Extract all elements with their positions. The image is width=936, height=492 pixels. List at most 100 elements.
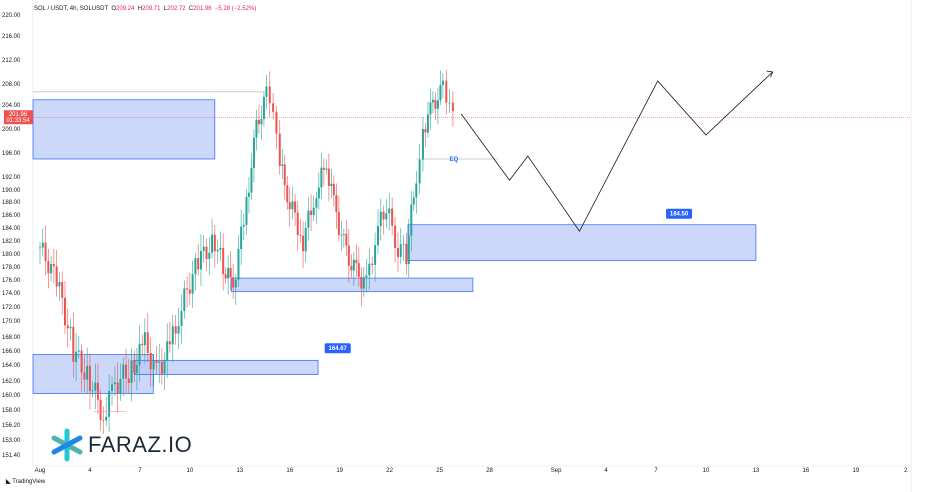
candle-body — [160, 361, 163, 374]
y-axis[interactable]: 220.00 216.00 212.00 208.00 204.00 200.00 196.… — [2, 13, 21, 459]
candle-body — [286, 185, 289, 203]
x-tick-label: 10 — [187, 468, 194, 474]
y-tick-label: 151.40 — [2, 453, 21, 459]
candle-body — [424, 129, 427, 133]
candle-body — [122, 364, 125, 379]
candle-body — [216, 249, 219, 252]
candle-body — [278, 133, 281, 166]
candle-body — [152, 360, 155, 370]
candle-body — [177, 326, 180, 334]
y-tick-label: 160.00 — [2, 393, 21, 399]
y-tick-label: 153.00 — [2, 438, 21, 444]
demand-zone-middle — [231, 277, 474, 293]
candle-body — [268, 86, 271, 104]
y-tick-label: 168.00 — [2, 335, 21, 341]
symbol-line: SOL / USDT, 4h, SOLUSDT — [34, 6, 109, 12]
candle-body — [405, 243, 408, 265]
candle-body — [327, 168, 330, 187]
candle-body — [72, 326, 75, 362]
x-tick-label: 16 — [803, 468, 810, 474]
candle-body — [191, 274, 194, 294]
candle-body — [199, 250, 202, 270]
candle-body — [250, 167, 253, 193]
candle-body — [310, 210, 313, 216]
candle-body — [441, 80, 444, 86]
candle-body — [302, 235, 305, 252]
candle-body — [317, 187, 320, 199]
candle-body — [149, 352, 152, 370]
x-axis[interactable]: Aug 4 7 10 13 16 19 22 25 28 Sep 4 7 10 13 16 19 2 — [35, 468, 908, 474]
candle-body — [143, 332, 146, 346]
high-label: H — [137, 6, 143, 12]
demand-zone-low-left — [32, 354, 154, 394]
asterisk-star-icon — [51, 428, 83, 462]
candle-body — [262, 96, 265, 119]
candle-body — [242, 224, 245, 227]
candle-body — [415, 183, 418, 198]
x-tick-label: 4 — [604, 468, 608, 474]
x-tick-label: 13 — [236, 468, 243, 474]
candle-body — [272, 103, 275, 112]
candle-body — [288, 202, 291, 210]
y-tick-label: 188.00 — [2, 200, 21, 206]
brand-logo: FARAZ.IO — [50, 428, 192, 462]
candle-body — [247, 192, 250, 197]
candle-body — [83, 372, 86, 380]
y-tick-label: 220.00 — [2, 13, 21, 19]
candle-body — [260, 118, 263, 125]
demand-zone-right — [407, 224, 757, 261]
open-label: O — [111, 6, 117, 12]
candle-body — [146, 332, 149, 353]
candle-body — [127, 378, 130, 383]
candle-body — [55, 266, 58, 287]
candle-body — [451, 102, 454, 112]
x-tick-label: 19 — [336, 468, 343, 474]
candle-body — [385, 213, 388, 220]
candle-body — [183, 288, 186, 312]
candle-body — [155, 360, 158, 363]
candle-body — [188, 289, 191, 294]
change-value: −5.28 (−2.52%) — [214, 6, 257, 12]
candle-body — [345, 233, 348, 246]
candle-body — [69, 326, 72, 329]
candle-body — [80, 350, 83, 373]
candle-body — [388, 208, 391, 214]
candle-body — [320, 167, 323, 188]
candle-body — [208, 252, 211, 259]
close-label: C — [188, 6, 194, 12]
candle-body — [130, 360, 133, 383]
candle-body — [224, 274, 227, 279]
candle-body — [304, 227, 307, 252]
candle-body — [240, 226, 243, 250]
candle-body — [66, 325, 69, 329]
candle-body — [257, 119, 260, 125]
tradingview-footer[interactable]: ◣ TradingView — [6, 478, 45, 485]
y-tick-label: 178.00 — [2, 265, 21, 271]
candle-body — [194, 258, 197, 275]
candle-body — [105, 416, 108, 421]
candle-body — [197, 258, 200, 270]
candle-body — [445, 80, 448, 103]
candle-body — [421, 129, 424, 160]
candle-body — [340, 234, 343, 236]
tradingview-label: TradingView — [12, 479, 46, 485]
candle-body — [418, 159, 421, 184]
candle-body — [394, 225, 397, 249]
candle-body — [360, 276, 363, 289]
candle-body — [355, 259, 358, 264]
y-tick-label: 158.00 — [2, 408, 21, 414]
candle-body — [407, 235, 410, 265]
candle-body — [222, 248, 225, 275]
candle-body — [50, 264, 53, 274]
candle-body — [294, 201, 297, 213]
candle-body — [91, 390, 94, 392]
candle-body — [141, 343, 144, 346]
candle-body — [96, 382, 99, 400]
open-value: 209.24 — [116, 6, 135, 12]
candle-body — [379, 211, 382, 227]
x-tick-label: 4 — [88, 468, 92, 474]
annotation-label: 184.50 — [670, 212, 689, 218]
candle-body — [391, 208, 394, 226]
candle-body — [102, 419, 105, 421]
